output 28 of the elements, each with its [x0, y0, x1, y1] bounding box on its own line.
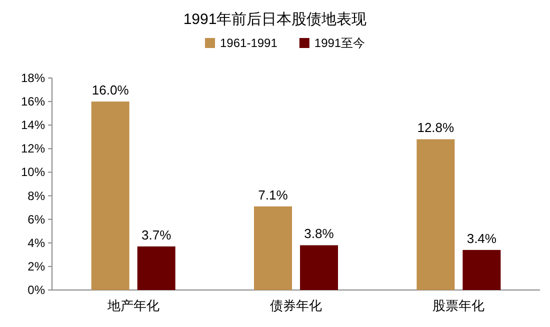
bar [137, 246, 176, 290]
y-tick-label: 14% [20, 118, 46, 132]
y-tick-label: 12% [20, 142, 46, 156]
y-tick-label: 0% [28, 283, 46, 297]
data-label: 16.0% [92, 82, 130, 98]
data-label: 7.1% [258, 187, 288, 202]
y-tick-label: 18% [20, 71, 46, 85]
y-tick-label: 2% [28, 259, 46, 274]
x-tick-label: 股票年化 [432, 298, 485, 313]
legend-label: 1961-1991 [220, 36, 278, 50]
bar [300, 245, 338, 290]
data-label: 3.8% [304, 226, 334, 242]
data-label: 3.4% [466, 230, 497, 246]
bar [254, 206, 292, 290]
chart-title: 1991年前后日本股债地表现 [183, 11, 367, 28]
data-label: 12.8% [417, 120, 455, 136]
x-tick-label: 地产年化 [106, 298, 160, 313]
y-tick-label: 10% [20, 165, 46, 180]
bar [462, 250, 501, 290]
data-label: 3.7% [142, 227, 172, 242]
bar [91, 102, 130, 290]
y-tick-label: 8% [28, 188, 46, 203]
y-tick-label: 16% [20, 94, 46, 109]
y-tick-label: 4% [28, 236, 46, 250]
y-tick-label: 6% [28, 212, 46, 226]
legend-label: 1991至今 [314, 36, 366, 50]
bar [416, 139, 455, 290]
x-tick-label: 债券年化 [270, 298, 322, 313]
